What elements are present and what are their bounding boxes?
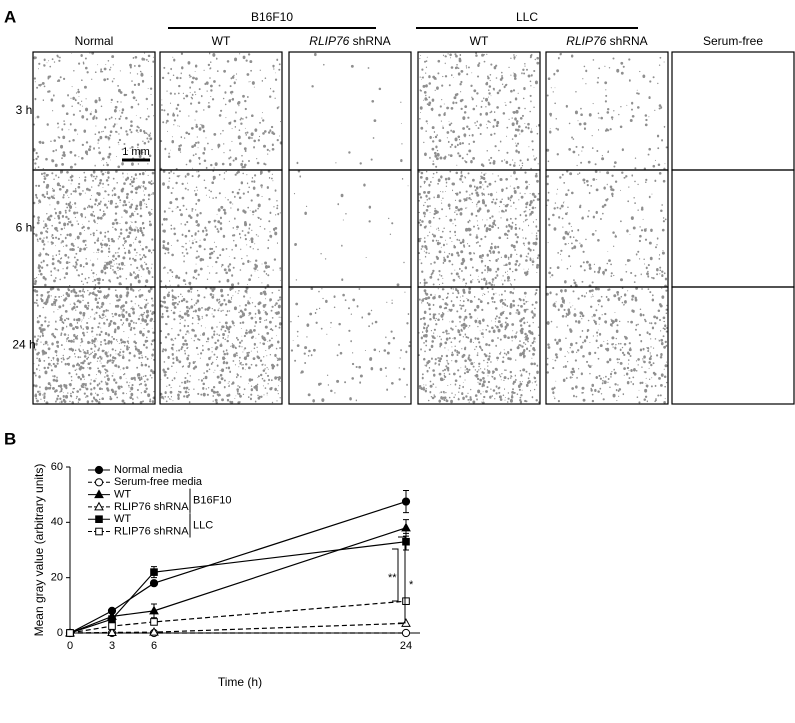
legend-label: WT: [114, 513, 131, 525]
column-text: WT: [212, 34, 231, 48]
speckle: [418, 287, 540, 405]
column-label: Normal: [75, 34, 114, 48]
image-cell: [159, 286, 283, 405]
column-text: Serum-free: [703, 34, 763, 48]
x-axis-label: Time (h): [218, 675, 262, 689]
series-line: [69, 501, 407, 634]
series-line: [69, 527, 407, 634]
image-cell: [671, 169, 795, 288]
group-label: LLC: [516, 10, 538, 24]
speckle: [160, 52, 283, 171]
image-cell: [671, 286, 795, 405]
panel-label: B: [4, 429, 16, 448]
column-label: Serum-free: [703, 34, 763, 48]
point: [401, 522, 411, 532]
image-cell: [417, 286, 541, 405]
point: [401, 628, 411, 638]
point: [66, 629, 74, 637]
column-text: Normal: [75, 34, 114, 48]
image-cell: [32, 286, 156, 405]
point: [107, 627, 117, 636]
column-labels: Normal WT RLIP76 shRNA WT RLIP76 shRNA Serum-…: [75, 34, 764, 48]
x-tick-label: 3: [109, 640, 115, 652]
speckle: [33, 286, 156, 405]
legend-label: RLIP76 shRNA: [114, 525, 189, 537]
annotation: **: [388, 572, 397, 584]
point: [149, 605, 159, 615]
legend-marker: [95, 527, 103, 536]
speckle: [417, 170, 540, 287]
bracket: [398, 536, 406, 624]
group-label: B16F10: [251, 10, 293, 24]
legend-marker: [94, 501, 104, 511]
legend-group-label: LLC: [193, 519, 213, 531]
speckle: [546, 169, 668, 288]
image-cell: [417, 51, 541, 171]
point: [149, 579, 159, 588]
x-tick-label: 24: [400, 640, 412, 652]
gene-name: RLIP76: [566, 34, 606, 48]
legend-marker: [94, 478, 104, 487]
scale-bar-label: 1 mm: [122, 146, 150, 158]
series-line: [69, 622, 407, 634]
point: [108, 615, 116, 623]
speckle: [160, 169, 282, 288]
speckle: [159, 286, 282, 404]
point: [402, 537, 410, 546]
gene-name: RLIP76: [309, 34, 349, 48]
image-cell: [288, 286, 412, 405]
y-tick-label: 40: [51, 516, 63, 528]
legend-marker: [95, 515, 103, 524]
speckle: [546, 287, 668, 404]
y-axis-label: Mean gray value (arbitrary units): [32, 464, 46, 637]
legend-label: RLIP76 shRNA: [114, 501, 189, 513]
row-label: 24 h: [12, 338, 35, 352]
legend-label: Normal media: [114, 464, 183, 476]
annotation: *: [409, 579, 414, 591]
panel-label: A: [4, 7, 16, 26]
row-label: 3 h: [16, 103, 33, 117]
image-grid: 3 h 6 h 24 h 1 mm: [12, 51, 795, 405]
column-text: shRNA: [353, 34, 391, 48]
column-label: RLIP76 shRNA: [566, 34, 647, 48]
y-tick-label: 60: [51, 461, 63, 473]
image-cell: [288, 169, 412, 288]
column-text: shRNA: [610, 34, 648, 48]
legend-group-label: B16F10: [193, 495, 232, 507]
point: [402, 597, 410, 605]
column-label: RLIP76 shRNA: [309, 34, 390, 48]
point: [150, 618, 158, 626]
point: [108, 622, 116, 630]
image-cell: [671, 51, 795, 171]
image-cell: [545, 51, 669, 171]
speckle: [296, 52, 403, 165]
column-text: WT: [470, 34, 489, 48]
line-chart: 0 20 40 60 0 3 6 24 Time (h) Mean gray value (arb…: [32, 461, 420, 689]
y-tick-label: 20: [51, 572, 63, 584]
series-line: [69, 541, 407, 634]
column-label: WT: [212, 34, 231, 48]
speckle: [419, 52, 540, 170]
legend-label: WT: [114, 489, 131, 501]
column-label: WT: [470, 34, 489, 48]
speckle: [546, 52, 668, 171]
speckle: [290, 287, 411, 403]
legend-marker: [94, 465, 104, 475]
image-cell: [545, 169, 669, 288]
y-tick-label: 0: [57, 627, 63, 639]
legend-label: Serum-free media: [114, 476, 203, 488]
x-tick-label: 6: [151, 640, 157, 652]
speckle: [293, 169, 409, 287]
speckle: [33, 169, 155, 287]
point: [149, 626, 159, 636]
image-cell: [545, 286, 669, 405]
point: [401, 497, 411, 506]
point: [150, 568, 158, 576]
bracket: [392, 548, 399, 602]
x-tick-label: 0: [67, 640, 73, 652]
series-line: [69, 600, 407, 634]
legend-marker: [94, 489, 104, 499]
row-label: 6 h: [16, 221, 33, 235]
